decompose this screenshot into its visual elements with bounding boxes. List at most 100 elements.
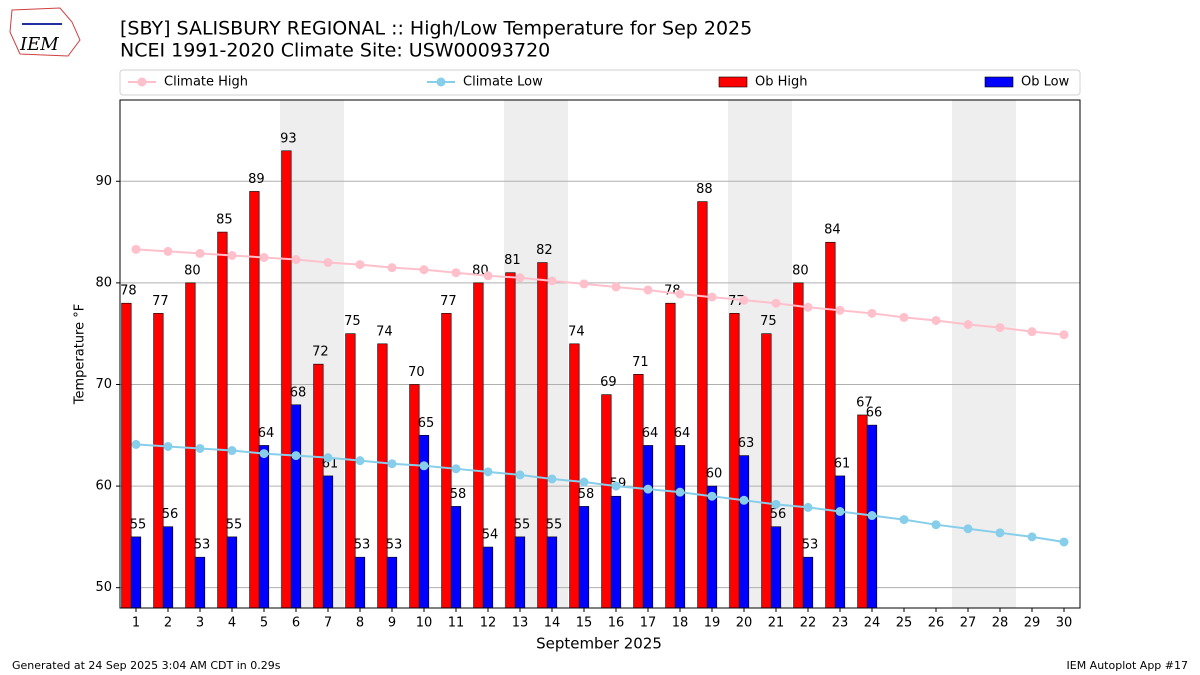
marker xyxy=(643,285,653,295)
data-label: 77 xyxy=(152,294,169,309)
marker xyxy=(803,502,813,512)
data-label: 69 xyxy=(600,375,617,390)
data-label: 60 xyxy=(706,467,723,482)
marker xyxy=(995,323,1005,333)
chart-title: [SBY] SALISBURY REGIONAL :: High/Low Tem… xyxy=(120,18,752,40)
marker xyxy=(451,268,461,278)
marker xyxy=(547,474,557,484)
x-tick-label: 16 xyxy=(608,616,625,631)
chart-subtitle: NCEI 1991-2020 Climate Site: USW00093720 xyxy=(120,40,550,62)
marker xyxy=(579,279,589,289)
bar xyxy=(665,302,676,609)
bar xyxy=(601,394,612,609)
data-label: 80 xyxy=(792,263,809,278)
data-label: 75 xyxy=(760,314,777,329)
logo-outline xyxy=(9,7,81,57)
marker xyxy=(323,258,333,268)
marker xyxy=(1027,532,1037,542)
bar xyxy=(834,475,846,609)
x-tick-label: 8 xyxy=(356,616,364,631)
bar xyxy=(345,333,356,609)
bar xyxy=(770,526,782,609)
data-label: 67 xyxy=(856,395,873,410)
marker xyxy=(259,252,269,262)
data-label: 63 xyxy=(738,436,755,451)
bar xyxy=(162,526,174,609)
x-tick-label: 4 xyxy=(228,616,236,631)
x-tick-label: 14 xyxy=(544,616,561,631)
marker xyxy=(131,439,141,449)
marker xyxy=(483,271,493,281)
marker xyxy=(387,263,397,273)
shaded-band xyxy=(984,100,1016,608)
marker xyxy=(355,260,365,270)
data-label: 61 xyxy=(834,456,851,471)
bar xyxy=(418,434,430,609)
data-label: 53 xyxy=(354,538,371,553)
marker xyxy=(835,506,845,516)
bar xyxy=(313,363,324,609)
bar xyxy=(514,536,526,609)
data-label: 93 xyxy=(280,131,297,146)
marker xyxy=(195,443,205,453)
marker xyxy=(515,470,525,480)
bar xyxy=(441,313,452,609)
data-label: 88 xyxy=(696,182,713,197)
data-label: 55 xyxy=(546,517,563,532)
bar xyxy=(185,282,196,609)
marker xyxy=(899,515,909,525)
footer-left: Generated at 24 Sep 2025 3:04 AM CDT in … xyxy=(12,659,281,672)
bar xyxy=(226,536,238,609)
x-tick-label: 28 xyxy=(992,616,1009,631)
x-tick-label: 12 xyxy=(480,616,497,631)
marker xyxy=(707,292,717,302)
x-tick-label: 21 xyxy=(768,616,785,631)
x-tick-label: 24 xyxy=(864,616,881,631)
marker xyxy=(931,520,941,530)
bar xyxy=(505,272,516,609)
bar xyxy=(194,556,206,609)
bar xyxy=(473,282,484,609)
x-tick-label: 2 xyxy=(164,616,172,631)
data-label: 55 xyxy=(130,517,147,532)
marker xyxy=(675,289,685,299)
y-tick-label: 70 xyxy=(95,377,112,392)
bar xyxy=(377,343,388,609)
x-tick-label: 22 xyxy=(800,616,817,631)
x-tick-label: 27 xyxy=(960,616,977,631)
x-tick-label: 18 xyxy=(672,616,689,631)
marker xyxy=(739,295,749,305)
marker xyxy=(867,511,877,521)
bar xyxy=(130,536,142,609)
bar xyxy=(802,556,814,609)
x-tick-label: 6 xyxy=(292,616,300,631)
legend-label: Ob Low xyxy=(1021,75,1070,90)
line xyxy=(135,443,1065,543)
bar xyxy=(217,231,228,609)
data-label: 74 xyxy=(376,324,393,339)
bar xyxy=(258,445,270,609)
x-tick-label: 11 xyxy=(448,616,465,631)
bar xyxy=(674,445,686,609)
marker xyxy=(195,248,205,258)
x-tick-label: 1 xyxy=(132,616,140,631)
bar xyxy=(482,546,494,609)
legend-marker xyxy=(137,77,147,87)
data-label: 74 xyxy=(568,324,585,339)
footer-right: IEM Autoplot App #17 xyxy=(1067,659,1189,672)
bar xyxy=(578,506,590,609)
x-tick-label: 3 xyxy=(196,616,204,631)
data-label: 55 xyxy=(226,517,243,532)
bar xyxy=(153,313,164,609)
data-label: 64 xyxy=(674,426,691,441)
marker xyxy=(515,273,525,283)
data-label: 53 xyxy=(386,538,403,553)
legend-patch xyxy=(984,76,1014,88)
marker xyxy=(387,459,397,469)
marker xyxy=(227,250,237,260)
data-label: 70 xyxy=(408,365,425,380)
y-tick-label: 90 xyxy=(95,174,112,189)
marker xyxy=(1027,327,1037,337)
marker xyxy=(131,244,141,254)
bar xyxy=(322,475,334,609)
